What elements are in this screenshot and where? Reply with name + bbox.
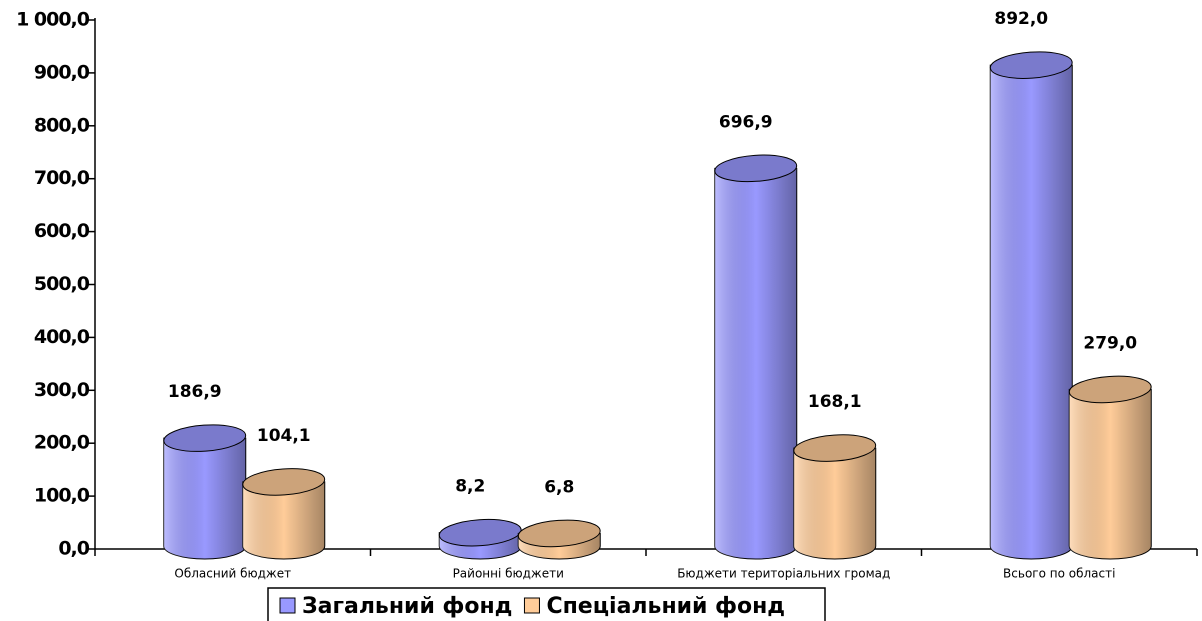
y-tick-label: 800,0 [34,114,90,136]
legend-label: Спеціальний фонд [546,594,785,619]
x-tick-label: Бюджети територіальних громад [677,567,890,581]
bar [517,519,601,560]
bar [438,518,522,560]
y-tick-label: 600,0 [34,220,90,242]
y-tick-label: 0,0 [58,538,89,560]
value-label: 186,9 [168,382,222,402]
bar [242,468,326,560]
legend [267,587,826,621]
value-label: 892,0 [994,9,1048,29]
value-label: 279,0 [1083,333,1137,353]
legend-label: Загальний фонд [302,594,512,619]
x-tick-label: Обласний бюджет [174,567,291,581]
legend-swatch [279,597,296,614]
value-label: 168,1 [808,392,862,412]
bar [793,434,877,560]
y-tick-label: 700,0 [34,167,90,189]
y-tick-label: 200,0 [34,432,90,454]
y-tick-label: 500,0 [34,273,90,295]
y-tick-label: 400,0 [34,326,90,348]
bar [989,51,1073,560]
value-label: 696,9 [719,112,773,132]
legend-swatch [523,597,540,614]
value-label: 104,1 [257,426,311,446]
y-tick-label: 900,0 [34,61,90,83]
value-label: 6,8 [544,477,574,497]
x-tick-label: Всього по області [1003,567,1115,581]
y-tick-label: 300,0 [34,379,90,401]
y-tick-label: 100,0 [34,485,90,507]
value-label: 8,2 [455,477,485,497]
bar [714,154,798,560]
bar [1068,375,1152,560]
bar [163,424,247,560]
y-tick-label: 1 000,0 [16,9,90,31]
x-tick-label: Районні бюджети [453,567,564,581]
